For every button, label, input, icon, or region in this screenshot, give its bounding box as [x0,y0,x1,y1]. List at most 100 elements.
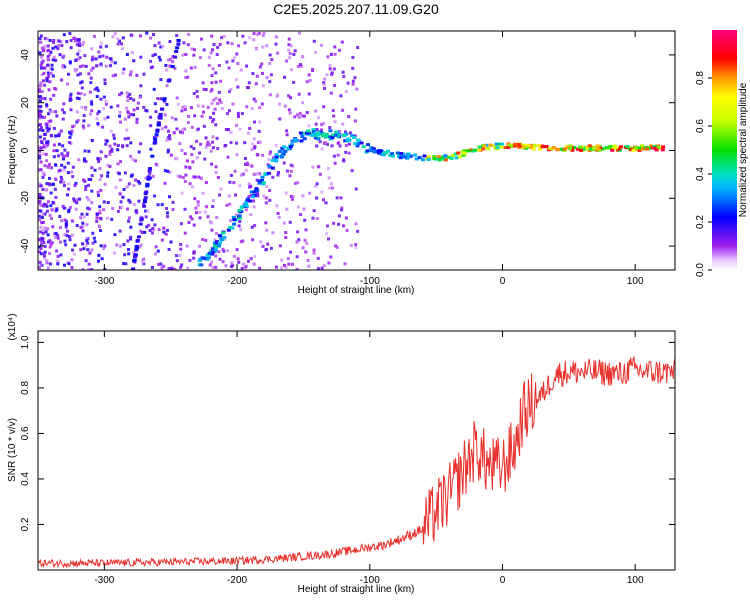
heatmap-cell [225,112,229,116]
heatmap-cell [289,169,293,173]
heatmap-cell [69,141,73,145]
heatmap-cell [289,250,293,254]
heatmap-cell [129,141,133,145]
heatmap-cell [494,142,499,146]
heatmap-cell [183,152,187,156]
heatmap-cell [86,248,90,252]
heatmap-cell [198,244,202,248]
heatmap-cell [38,95,42,99]
heatmap-cell [293,181,297,185]
heatmap-cell [90,166,94,170]
heatmap-cell [179,247,183,251]
heatmap-cell [175,259,179,263]
heatmap-cell [162,230,166,234]
heatmap-cell [254,82,258,86]
heatmap-cell [526,144,531,148]
heatmap-cell [186,266,190,270]
heatmap-cell [344,216,348,220]
heatmap-cell [105,216,109,220]
heatmap-cell [66,193,70,197]
heatmap-cell [43,250,47,254]
heatmap-cell [38,90,42,94]
heatmap-cell [432,157,437,161]
heatmap-cell [217,250,221,254]
heatmap-cell [156,121,161,125]
heatmap-cell [82,119,86,123]
heatmap-cell [297,238,301,242]
heatmap-cell [69,108,73,112]
heatmap-cell [137,180,141,184]
heatmap-cell [301,114,305,118]
heatmap-cell [178,175,182,179]
heatmap-cell [210,140,214,144]
heatmap-cell [532,143,537,147]
heatmap-cell [238,184,242,188]
heatmap-cell [175,33,179,37]
heatmap-cell [288,111,292,115]
heatmap-cell [95,95,99,99]
heatmap-cell [145,31,149,35]
heatmap-cell [87,198,91,202]
heatmap-cell [116,37,120,41]
heatmap-cell [245,105,249,109]
heatmap-cell [162,100,166,104]
heatmap-cell [531,147,536,151]
heatmap-cell [249,184,253,188]
heatmap-cell [235,123,239,127]
heatmap-cell [192,53,196,57]
heatmap-cell [67,72,71,76]
heatmap-cell [466,149,471,153]
heatmap-cell [46,129,50,133]
heatmap-cell [77,57,81,61]
heatmap-cell [143,230,147,234]
heatmap-cell [85,237,89,241]
heatmap-cell [75,201,79,205]
heatmap-cell [91,55,95,59]
heatmap-cell [255,178,259,182]
heatmap-cell [225,60,229,64]
heatmap-cell [239,205,244,209]
heatmap-cell [109,105,113,109]
heatmap-cell [277,171,281,175]
heatmap-cell [295,113,299,117]
heatmap-cell [315,217,319,221]
heatmap-cell [103,117,107,121]
heatmap-cell [401,152,406,156]
heatmap-cell [613,146,618,150]
colorbar-tick-label: 0.8 [695,71,706,85]
heatmap-cell [71,125,75,129]
heatmap-cell [302,207,306,211]
heatmap-cell [155,163,159,167]
heatmap-cell [174,117,178,121]
colorbar-tick-label: 0.2 [695,215,706,229]
y-tick-label: 0.8 [20,381,31,395]
heatmap-cell [414,157,419,161]
heatmap-cell [270,158,275,162]
heatmap-cell [237,214,242,218]
heatmap-cell [97,224,101,228]
heatmap-cell [70,258,74,262]
heatmap-cell [126,110,130,114]
heatmap-cell [41,204,45,208]
heatmap-cell [157,41,161,45]
heatmap-cell [91,231,95,235]
heatmap-cell [139,243,143,247]
heatmap-cell [63,165,67,169]
heatmap-cell [70,266,74,270]
heatmap-cell [150,154,155,158]
heatmap-cell [74,58,78,62]
chart-title: C2E5.2025.207.11.09.G20 [273,1,439,17]
heatmap-cell [63,148,67,152]
heatmap-cell [97,253,101,257]
heatmap-cell [67,262,71,266]
heatmap-cell [76,37,80,41]
heatmap-cell [52,41,56,45]
y-tick-label: 0.4 [20,472,31,486]
heatmap-cell [179,222,183,226]
heatmap-cell [46,44,50,48]
heatmap-cell [41,188,45,192]
heatmap-cell [108,164,112,168]
snr-x-label: Height of straight line (km) [298,584,415,595]
snr-y-ticks: 0.20.40.60.81.0 [20,335,675,531]
heatmap-cell [90,100,94,104]
